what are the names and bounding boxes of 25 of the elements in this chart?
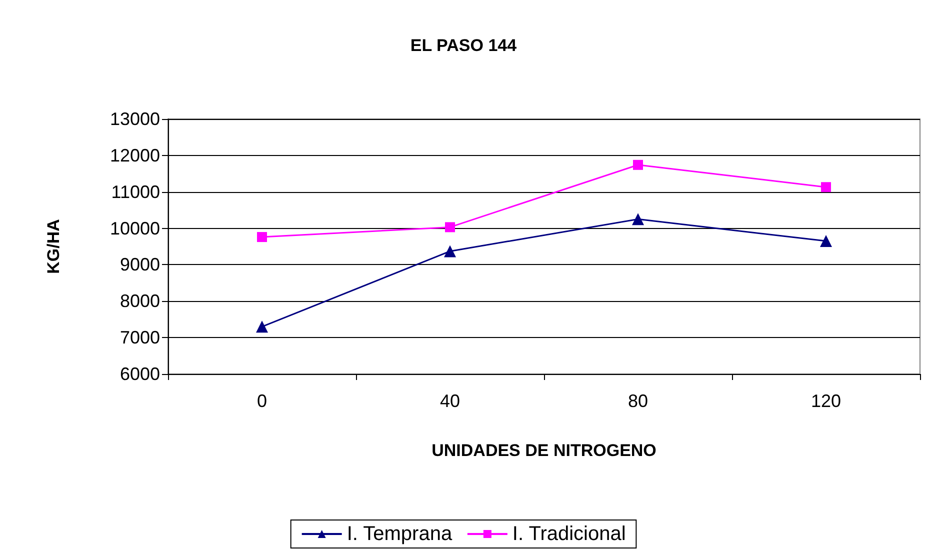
- y-axis-title: KG/HA: [44, 219, 63, 274]
- y-tick-label: 11000: [111, 182, 160, 202]
- point: [444, 245, 456, 258]
- y-tick-label: 13000: [110, 109, 160, 129]
- point: [256, 320, 268, 333]
- legend-label: I. Tradicional: [512, 523, 626, 545]
- y-tick-label: 6000: [120, 364, 160, 384]
- y-tick-label: 10000: [110, 218, 160, 238]
- y-tick-label: 7000: [120, 328, 160, 348]
- point: [445, 222, 455, 232]
- y-tick-label: 8000: [120, 291, 160, 312]
- point: [632, 213, 644, 226]
- x-tick-label: 80: [628, 391, 648, 411]
- x-tick-label: 0: [256, 391, 268, 411]
- point: [257, 232, 267, 242]
- point: [820, 235, 832, 248]
- x-tick-label: 120: [810, 391, 842, 411]
- legend-label: I. Temprana: [346, 523, 453, 545]
- point: [821, 182, 831, 192]
- chart-title: EL PASO 144: [410, 36, 518, 55]
- y-tick-label: 12000: [110, 145, 160, 166]
- x-tick-label: 40: [440, 391, 460, 411]
- point: [633, 160, 643, 170]
- y-tick-label: 9000: [120, 254, 160, 275]
- x-axis-title: UNIDADES DE NITROGENO: [432, 441, 656, 460]
